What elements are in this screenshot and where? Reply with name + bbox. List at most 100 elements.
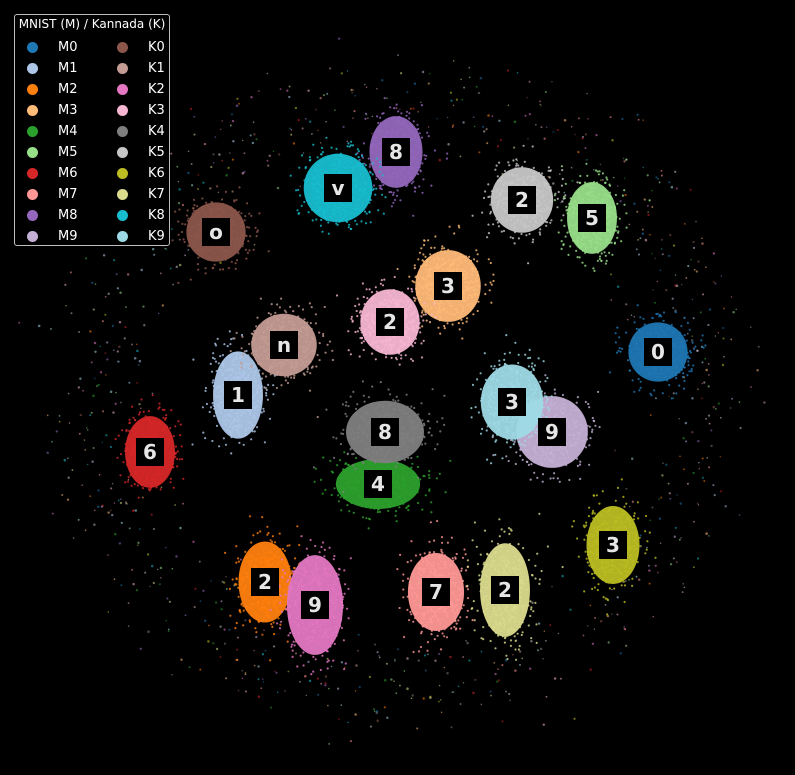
noise-point	[601, 178, 604, 181]
data-point	[651, 375, 654, 378]
data-point	[411, 124, 414, 127]
noise-point	[423, 654, 427, 657]
noise-point	[531, 601, 534, 605]
data-point	[259, 530, 262, 533]
noise-point	[685, 440, 688, 443]
data-point	[288, 567, 291, 571]
noise-point	[289, 127, 292, 130]
data-point	[214, 411, 218, 414]
data-point	[427, 283, 430, 287]
data-point	[163, 439, 166, 442]
data-point	[432, 561, 435, 564]
data-point	[411, 573, 414, 576]
data-point	[358, 473, 361, 476]
data-point	[553, 464, 556, 467]
data-point	[231, 578, 234, 581]
data-point	[344, 462, 348, 465]
noise-point	[739, 426, 742, 430]
data-point	[134, 433, 137, 436]
data-point	[578, 463, 582, 466]
data-point	[236, 419, 239, 422]
data-point	[593, 187, 597, 190]
noise-point	[237, 689, 240, 692]
data-point	[446, 615, 449, 618]
data-point	[217, 405, 220, 408]
data-point	[395, 497, 398, 501]
data-point	[683, 339, 686, 342]
noise-point	[166, 597, 169, 600]
data-point	[587, 192, 590, 195]
noise-point	[649, 233, 651, 236]
data-point	[260, 601, 263, 604]
data-point	[247, 373, 250, 376]
data-point	[625, 212, 628, 215]
noise-point	[501, 664, 504, 667]
data-point	[260, 396, 263, 399]
data-point	[420, 247, 423, 250]
noise-point	[614, 449, 616, 452]
data-point	[406, 577, 410, 580]
data-point	[272, 564, 275, 567]
noise-point	[354, 690, 357, 692]
noise-point	[434, 659, 437, 662]
data-point	[628, 349, 631, 353]
data-point	[411, 155, 415, 158]
data-point	[378, 465, 381, 469]
noise-point	[528, 80, 531, 83]
data-point	[583, 236, 587, 239]
data-point	[454, 595, 457, 598]
noise-point	[284, 689, 286, 692]
data-point	[421, 309, 424, 312]
noise-point	[177, 201, 181, 205]
noise-point	[64, 283, 67, 286]
noise-point	[210, 166, 213, 169]
data-point	[655, 367, 658, 370]
data-point	[374, 505, 377, 508]
data-point	[412, 120, 415, 123]
data-point	[167, 445, 170, 448]
data-point	[399, 184, 402, 188]
data-point	[433, 149, 437, 152]
data-point	[235, 583, 238, 586]
noise-point	[539, 100, 541, 103]
data-point	[362, 500, 365, 503]
data-point	[337, 494, 340, 497]
data-point	[637, 336, 640, 339]
data-point	[221, 388, 224, 392]
data-point	[430, 298, 434, 301]
data-point	[475, 283, 478, 286]
noise-point	[137, 541, 140, 544]
data-point	[249, 554, 252, 558]
data-point	[409, 491, 412, 494]
data-point	[228, 355, 231, 358]
data-point	[560, 165, 564, 168]
data-point	[456, 609, 459, 612]
data-point	[346, 472, 350, 475]
noise-point	[124, 326, 127, 329]
data-point	[569, 245, 572, 248]
data-point	[280, 579, 283, 583]
noise-point	[455, 98, 459, 101]
noise-point	[266, 72, 269, 75]
noise-point	[563, 191, 566, 194]
noise-point	[756, 369, 759, 372]
data-point	[655, 375, 658, 379]
noise-point	[275, 671, 278, 674]
noise-point	[611, 588, 613, 591]
data-point	[275, 598, 278, 601]
data-point	[572, 231, 575, 234]
data-point	[265, 388, 268, 391]
data-point	[680, 324, 683, 328]
data-point	[444, 564, 447, 567]
data-point	[348, 510, 351, 513]
data-point	[618, 336, 621, 339]
data-point	[543, 392, 546, 395]
noise-point	[468, 76, 471, 79]
data-point	[590, 245, 593, 248]
noise-point	[120, 521, 123, 525]
data-point	[453, 313, 456, 316]
data-point	[459, 259, 462, 262]
data-point	[459, 303, 462, 306]
data-point	[370, 145, 374, 148]
data-point	[242, 624, 245, 627]
